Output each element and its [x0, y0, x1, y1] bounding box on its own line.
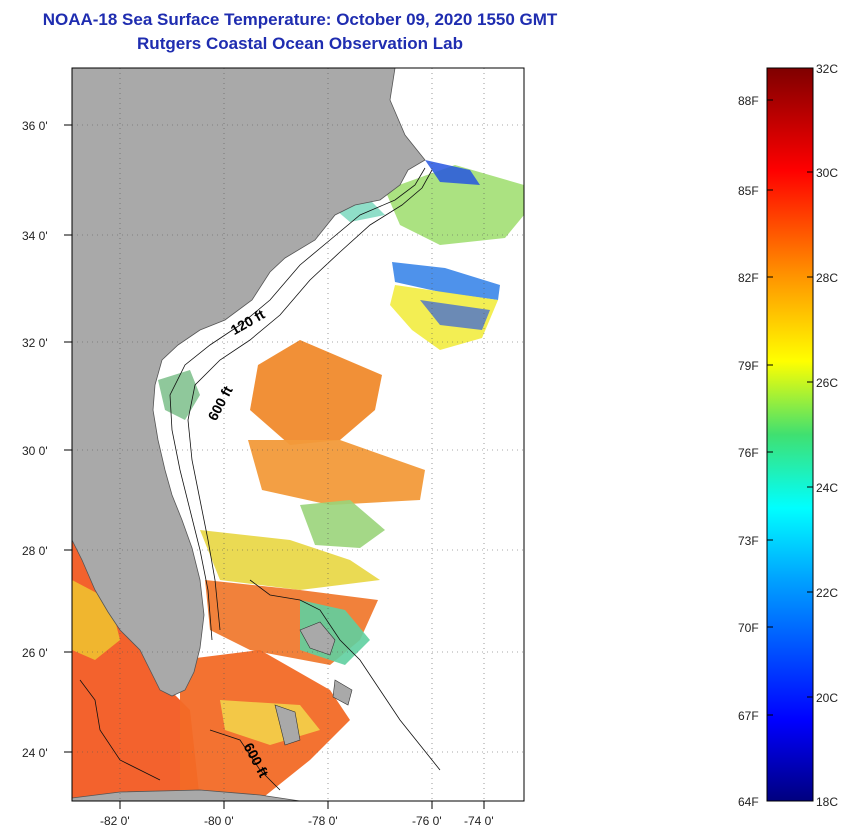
legend-c-18: 18C [816, 795, 838, 809]
axis-ticks [64, 124, 485, 809]
legend-c-30: 30C [816, 166, 838, 180]
legend-f-88: 88F [738, 94, 759, 108]
graticule [72, 68, 524, 801]
sst-patch-orange-central [248, 440, 425, 505]
legend-c-32: 32C [816, 62, 838, 76]
isobath-lines [79, 167, 441, 791]
lat-label-34: 34 0' [22, 229, 48, 243]
sst-patch-nearshore-georgia [158, 370, 200, 420]
lat-label-32: 32 0' [22, 336, 48, 350]
legend-c-24: 24C [816, 481, 838, 495]
lon-label-78: -78 0' [308, 814, 338, 828]
map-subtitle: Rutgers Coastal Ocean Observation Lab [137, 34, 463, 53]
legend-f-82: 82F [738, 271, 759, 285]
lon-label-74: -74 0' [464, 814, 494, 828]
legend-f-73: 73F [738, 534, 759, 548]
lon-label-76: -76 0' [412, 814, 442, 828]
map-title: NOAA-18 Sea Surface Temperature: October… [42, 10, 558, 29]
land-bahamas-3 [332, 679, 353, 706]
sst-patch-yellow-mid [200, 530, 380, 590]
legend-c-26: 26C [816, 376, 838, 390]
colorbar [766, 67, 814, 802]
land-cuba [72, 789, 301, 801]
lat-label-28: 28 0' [22, 544, 48, 558]
map-frame [71, 67, 525, 802]
sst-patch-blue-band-2 [420, 300, 490, 330]
sst-patch-hatteras [425, 160, 480, 185]
sst-patch-blue-band-1 [392, 262, 500, 300]
lon-label-82: -82 0' [100, 814, 130, 828]
lat-label-24: 24 0' [22, 746, 48, 760]
legend-f-64: 64F [738, 795, 759, 809]
lat-label-26: 26 0' [22, 646, 48, 660]
legend-f-76: 76F [738, 446, 759, 460]
legend-f-67: 67F [738, 709, 759, 723]
legend-c-28: 28C [816, 271, 838, 285]
legend-f-79: 79F [738, 359, 759, 373]
legend-c-22: 22C [816, 586, 838, 600]
legend-f-85: 85F [738, 184, 759, 198]
lon-label-80: -80 0' [204, 814, 234, 828]
lat-label-36: 36 0' [22, 119, 48, 133]
lat-label-30: 30 0' [22, 444, 48, 458]
legend-f-70: 70F [738, 621, 759, 635]
legend-c-20: 20C [816, 691, 838, 705]
sst-patch-green-mid [300, 500, 385, 548]
sst-patch-carolina-offshore [385, 165, 524, 245]
sst-patch-orange-georgia [250, 340, 382, 445]
colorbar-celsius-ticks [807, 171, 813, 698]
land-bahamas-1 [299, 621, 336, 656]
colorbar-fahrenheit-ticks [767, 99, 773, 716]
land-bahamas-2 [274, 704, 301, 746]
land-mainland [72, 68, 426, 697]
